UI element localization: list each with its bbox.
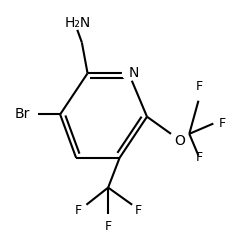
Text: O: O xyxy=(174,134,185,148)
Text: F: F xyxy=(74,204,82,217)
Text: H₂N: H₂N xyxy=(64,16,90,30)
Text: F: F xyxy=(195,80,202,94)
Text: F: F xyxy=(134,204,141,217)
Text: F: F xyxy=(195,151,202,164)
Text: F: F xyxy=(218,117,225,130)
Text: N: N xyxy=(128,66,139,80)
Text: Br: Br xyxy=(15,107,30,121)
Text: F: F xyxy=(104,220,111,233)
